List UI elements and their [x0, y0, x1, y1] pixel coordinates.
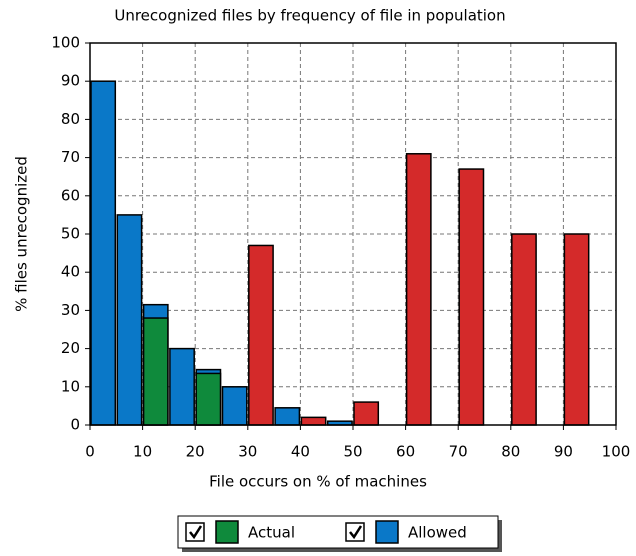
- x-tick-label: 10: [133, 443, 152, 461]
- x-tick-label: 90: [554, 443, 573, 461]
- bar: [142, 317, 169, 426]
- x-tick-label: 30: [238, 443, 257, 461]
- y-tick-label: 80: [61, 110, 80, 128]
- bar: [195, 372, 222, 426]
- bar: [221, 386, 248, 426]
- bar: [90, 80, 117, 426]
- y-tick-label: 30: [61, 301, 80, 319]
- bar: [300, 416, 327, 426]
- bar: [511, 233, 537, 426]
- y-tick-label: 10: [61, 377, 80, 395]
- y-tick-label: 100: [51, 34, 80, 52]
- bar: [248, 244, 274, 426]
- y-tick-label: 70: [61, 148, 80, 166]
- y-tick-label: 60: [61, 186, 80, 204]
- checkmark: [189, 525, 203, 540]
- legend-checkbox[interactable]: [185, 522, 205, 542]
- x-tick-label: 0: [85, 443, 95, 461]
- legend-item[interactable]: Allowed: [345, 520, 467, 544]
- x-tick-label: 60: [396, 443, 415, 461]
- chart-title: Unrecognized files by frequency of file …: [114, 7, 505, 25]
- x-tick-label: 100: [602, 443, 631, 461]
- y-tick-label: 40: [61, 263, 80, 281]
- legend-swatch: [215, 520, 239, 544]
- x-tick-label: 20: [186, 443, 205, 461]
- x-tick-label: 80: [501, 443, 520, 461]
- checkmark: [349, 525, 363, 540]
- bar: [353, 401, 380, 426]
- bar: [563, 233, 590, 426]
- y-tick-label: 20: [61, 339, 80, 357]
- bar: [169, 347, 195, 426]
- legend-label: Allowed: [408, 524, 467, 542]
- legend-swatch: [375, 520, 399, 544]
- bar: [116, 214, 143, 426]
- x-tick-label: 70: [449, 443, 468, 461]
- legend-label: Actual: [248, 524, 295, 542]
- y-tick-label: 0: [70, 416, 80, 434]
- plot-frame: [89, 42, 617, 426]
- bar: [405, 153, 432, 426]
- y-axis-label: % files unrecognized: [13, 156, 31, 312]
- legend: Actual Allowed: [177, 515, 502, 552]
- legend-checkbox[interactable]: [345, 522, 365, 542]
- x-tick-label: 50: [343, 443, 362, 461]
- bar: [458, 168, 485, 426]
- x-tick-label: 40: [291, 443, 310, 461]
- y-tick-label: 50: [61, 225, 80, 243]
- bar: [274, 407, 301, 426]
- x-axis-label: File occurs on % of machines: [209, 473, 427, 491]
- legend-item[interactable]: Actual: [185, 520, 295, 544]
- y-tick-label: 90: [61, 72, 80, 90]
